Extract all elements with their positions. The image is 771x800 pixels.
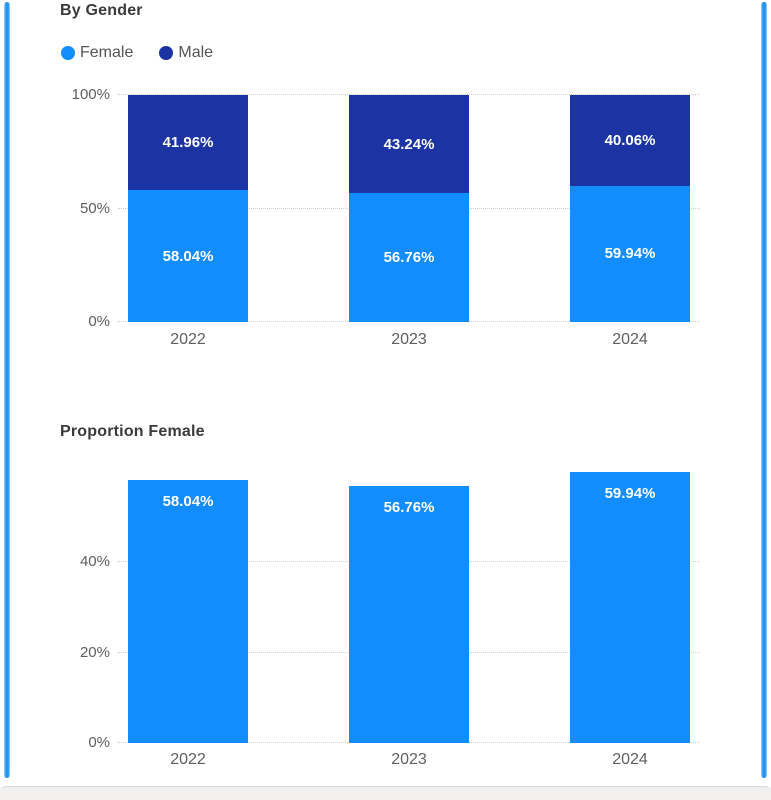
- x-tick-label-2022: 2022: [170, 751, 206, 768]
- bar-2023[interactable]: 43.24% 56.76%: [349, 95, 469, 322]
- x-tick-label-2024: 2024: [612, 331, 648, 348]
- by-gender-chart-title: By Gender: [60, 2, 143, 19]
- y-tick-label-100%: 100%: [71, 86, 110, 103]
- proportion-female-chart-title: Proportion Female: [60, 423, 205, 440]
- y-tick-label-50%: 50%: [79, 199, 110, 217]
- bar-segment-label: 41.96%: [162, 134, 214, 152]
- x-tick-label-2023: 2023: [391, 331, 427, 348]
- y-tick-label-0%: 0%: [88, 734, 110, 751]
- bar-segment-label: 43.24%: [383, 135, 435, 153]
- bar-segment-male-2023[interactable]: 43.24%: [349, 95, 469, 194]
- next-card-top-edge: [0, 786, 771, 800]
- bar-2024[interactable]: 59.94%: [570, 471, 690, 743]
- bar-value-label: 56.76%: [383, 499, 435, 517]
- bar-2024[interactable]: 40.06% 59.94%: [570, 95, 690, 322]
- x-tick-label-2022: 2022: [170, 331, 206, 348]
- x-tick-label-2023: 2023: [391, 751, 427, 768]
- proportion-female-plot-area: 58.04% 56.76% 59.94%: [118, 467, 700, 743]
- y-tick-label-0%: 0%: [88, 313, 110, 330]
- legend-item-female[interactable]: Female: [61, 44, 133, 62]
- bar-segment-female-2024[interactable]: 59.94%: [570, 185, 690, 322]
- bar-segment-label: 40.06%: [604, 131, 656, 149]
- legend-item-male[interactable]: Male: [159, 44, 213, 62]
- legend: Female Male: [61, 44, 213, 62]
- bar-segment-label: 59.94%: [604, 245, 656, 263]
- legend-label-male: Male: [178, 44, 214, 61]
- bar-segment-male-2024[interactable]: 40.06%: [570, 95, 690, 186]
- y-tick-label-40%: 40%: [79, 553, 110, 571]
- bar-value-label: 58.04%: [162, 493, 214, 511]
- bar-2022[interactable]: 41.96% 58.04%: [128, 95, 248, 322]
- bar-segment-male-2022[interactable]: 41.96%: [128, 95, 248, 191]
- bar-segment-female-2023[interactable]: 56.76%: [349, 193, 469, 322]
- by-gender-plot-area: 41.96% 58.04% 43.24% 56.76% 40.06% 59.94%: [118, 94, 700, 322]
- legend-swatch-female: [61, 46, 75, 60]
- right-accent-bar: [761, 2, 767, 778]
- y-tick-label-20%: 20%: [79, 643, 110, 661]
- bar-segment-label: 58.04%: [162, 247, 214, 265]
- bar-value-label: 59.94%: [604, 484, 656, 502]
- x-tick-label-2024: 2024: [612, 751, 648, 768]
- bar-2023[interactable]: 56.76%: [349, 486, 469, 743]
- bar-segment-label: 56.76%: [383, 249, 435, 267]
- bar-2022[interactable]: 58.04%: [128, 480, 248, 743]
- left-accent-bar: [4, 2, 10, 778]
- legend-label-female: Female: [80, 44, 134, 61]
- legend-swatch-male: [159, 46, 174, 60]
- gridline-100%: [118, 94, 700, 95]
- bar-segment-female-2022[interactable]: 58.04%: [128, 190, 248, 322]
